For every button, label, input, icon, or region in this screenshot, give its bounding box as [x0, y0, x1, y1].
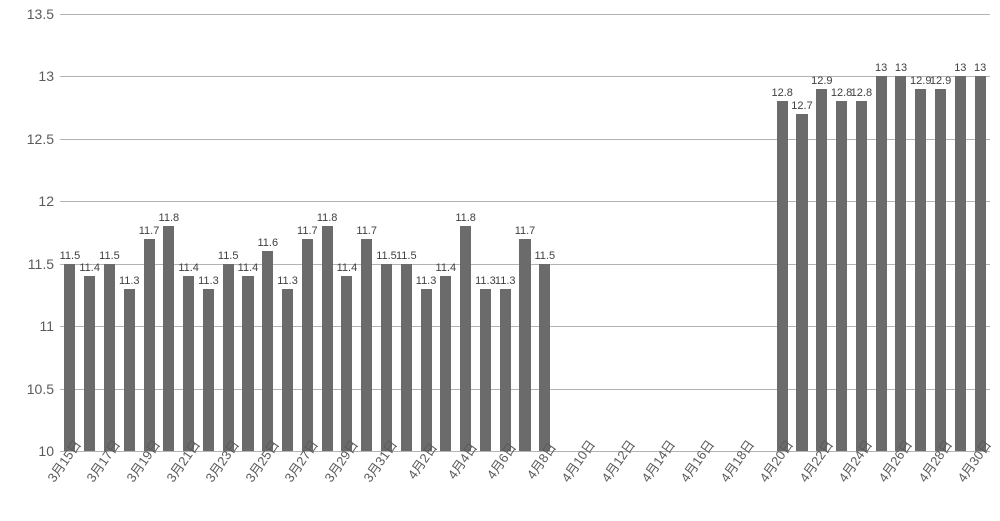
- bar-value-label: 13: [974, 62, 986, 74]
- y-gridline: [60, 76, 990, 77]
- bar: [915, 89, 926, 451]
- bar-value-label: 13: [954, 62, 966, 74]
- bar-value-label: 11.6: [257, 237, 278, 249]
- x-axis-label: 4月18日: [715, 435, 758, 485]
- bar-value-label: 11.3: [119, 275, 140, 287]
- bar: [935, 89, 946, 451]
- bar-value-label: 11.7: [297, 225, 318, 237]
- bar-value-label: 11.7: [515, 225, 536, 237]
- bar-value-label: 11.3: [416, 275, 437, 287]
- bar: [876, 76, 887, 451]
- bar-value-label: 13: [875, 62, 887, 74]
- y-gridline: [60, 139, 990, 140]
- bar-value-label: 11.4: [178, 262, 199, 274]
- bar-value-label: 11.5: [534, 250, 555, 262]
- x-axis-label: 4月16日: [675, 435, 718, 485]
- bar: [460, 226, 471, 451]
- bar-value-label: 12.8: [831, 87, 852, 99]
- bar-chart: 1010.51111.51212.51313.511.53月15日11.411.…: [0, 0, 1000, 521]
- bar-value-label: 11.4: [238, 262, 259, 274]
- bar-value-label: 11.7: [139, 225, 160, 237]
- bar: [84, 276, 95, 451]
- y-axis-label: 12: [38, 193, 60, 209]
- bar-value-label: 12.7: [791, 100, 812, 112]
- bar-value-label: 11.8: [317, 212, 338, 224]
- x-axis-label: 4月14日: [636, 435, 679, 485]
- bar: [500, 289, 511, 451]
- bar: [955, 76, 966, 451]
- bar-value-label: 11.7: [356, 225, 377, 237]
- bar: [124, 289, 135, 451]
- bar: [242, 276, 253, 451]
- bar-value-label: 12.9: [811, 75, 832, 87]
- y-axis-label: 12.5: [27, 131, 60, 147]
- bar: [144, 239, 155, 451]
- x-axis-label: 4月12日: [596, 435, 639, 485]
- bar-value-label: 11.5: [218, 250, 239, 262]
- bar-value-label: 11.5: [376, 250, 397, 262]
- bar: [302, 239, 313, 451]
- bar: [480, 289, 491, 451]
- plot-area: 1010.51111.51212.51313.511.53月15日11.411.…: [60, 14, 990, 451]
- x-axis-label: 4月10日: [556, 435, 599, 485]
- bar: [421, 289, 432, 451]
- y-gridline: [60, 201, 990, 202]
- bar-value-label: 12.8: [772, 87, 793, 99]
- bar-value-label: 12.9: [930, 75, 951, 87]
- bar: [163, 226, 174, 451]
- bar: [895, 76, 906, 451]
- bar: [322, 226, 333, 451]
- bar: [401, 264, 412, 451]
- bar: [816, 89, 827, 451]
- bar-value-label: 12.8: [851, 87, 872, 99]
- bar-value-label: 11.5: [99, 250, 120, 262]
- bar: [975, 76, 986, 451]
- bar-value-label: 11.4: [79, 262, 100, 274]
- bar: [440, 276, 451, 451]
- bar-value-label: 11.8: [159, 212, 180, 224]
- bar: [836, 101, 847, 451]
- y-axis-label: 13.5: [27, 6, 60, 22]
- bar-value-label: 11.3: [198, 275, 219, 287]
- bar: [64, 264, 75, 451]
- bar: [262, 251, 273, 451]
- bar: [777, 101, 788, 451]
- bar: [203, 289, 214, 451]
- bar: [223, 264, 234, 451]
- bar-value-label: 11.5: [60, 250, 81, 262]
- bar-value-label: 11.3: [495, 275, 516, 287]
- bar-value-label: 11.4: [337, 262, 358, 274]
- bar-value-label: 11.5: [396, 250, 417, 262]
- bar-value-label: 11.8: [455, 212, 476, 224]
- bar: [341, 276, 352, 451]
- y-axis-label: 11.5: [28, 256, 60, 272]
- bar: [539, 264, 550, 451]
- y-axis-label: 10.5: [27, 381, 60, 397]
- bar-value-label: 11.4: [436, 262, 457, 274]
- y-gridline: [60, 14, 990, 15]
- y-axis-label: 13: [38, 68, 60, 84]
- bar-value-label: 13: [895, 62, 907, 74]
- bar: [856, 101, 867, 451]
- x-axis-label: 4月20日: [754, 435, 797, 485]
- bar: [361, 239, 372, 451]
- bar-value-label: 12.9: [910, 75, 931, 87]
- y-axis-label: 11: [39, 318, 60, 334]
- bar: [282, 289, 293, 451]
- bar: [796, 114, 807, 451]
- bar: [183, 276, 194, 451]
- bar-value-label: 11.3: [475, 275, 496, 287]
- bar: [519, 239, 530, 451]
- bar-value-label: 11.3: [277, 275, 298, 287]
- bar: [104, 264, 115, 451]
- bar: [381, 264, 392, 451]
